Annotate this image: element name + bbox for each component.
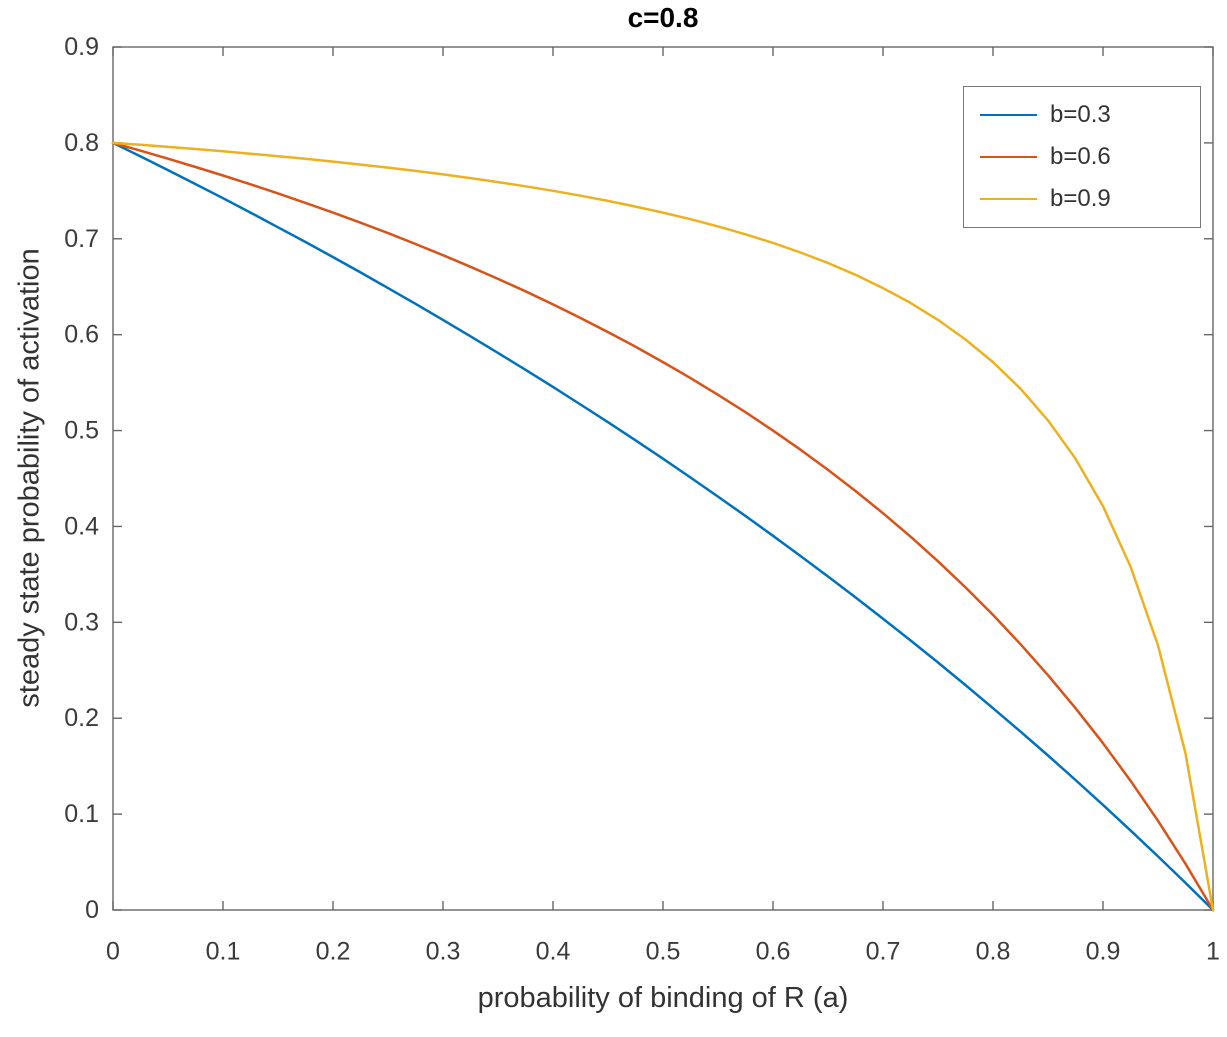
legend-label: b=0.9 — [1050, 185, 1111, 212]
legend-label: b=0.3 — [1050, 101, 1111, 128]
legend-line-sample-b06 — [980, 156, 1037, 158]
legend: b=0.3 b=0.6 b=0.9 — [963, 86, 1201, 228]
y-tick-label: 0.8 — [64, 129, 99, 157]
series-line-b=0.6 — [111, 141, 1215, 912]
series-line-b=0.9 — [111, 141, 1215, 912]
y-tick-label: 0.5 — [64, 417, 99, 445]
x-tick-label: 0.3 — [426, 938, 461, 966]
y-tick-label: 0.6 — [64, 321, 99, 349]
x-tick-label: 0.1 — [206, 938, 241, 966]
x-tick-label: 0.6 — [756, 938, 791, 966]
x-tick-label: 0.5 — [646, 938, 681, 966]
y-axis-label: steady state probability of activation — [13, 248, 46, 708]
x-tick-label: 0.4 — [536, 938, 571, 966]
x-tick-label: 0.2 — [316, 938, 351, 966]
y-tick-label: 0.3 — [64, 608, 99, 636]
series-line-b=0.3 — [111, 141, 1215, 912]
y-tick-label: 0.7 — [64, 225, 99, 253]
legend-line-sample-b03 — [980, 114, 1037, 116]
x-axis-label: probability of binding of R (a) — [477, 982, 849, 1014]
y-tick-label: 0.2 — [64, 704, 99, 732]
legend-label: b=0.6 — [1050, 143, 1111, 170]
legend-line-sample-b09 — [980, 198, 1037, 200]
x-tick-label: 0 — [106, 938, 120, 966]
chart-title: c=0.8 — [627, 2, 699, 33]
y-tick-label: 0.4 — [64, 512, 99, 540]
x-tick-label: 0.8 — [976, 938, 1011, 966]
y-tick-label: 0 — [85, 896, 99, 924]
y-tick-label: 0.9 — [64, 33, 99, 61]
y-tick-label: 0.1 — [64, 800, 99, 828]
x-tick-label: 1 — [1206, 938, 1220, 966]
x-tick-label: 0.7 — [866, 938, 901, 966]
legend-entry: b=0.6 — [964, 136, 1200, 178]
legend-entry: b=0.9 — [964, 178, 1200, 220]
x-tick-label: 0.9 — [1086, 938, 1121, 966]
legend-entry: b=0.3 — [964, 94, 1200, 136]
